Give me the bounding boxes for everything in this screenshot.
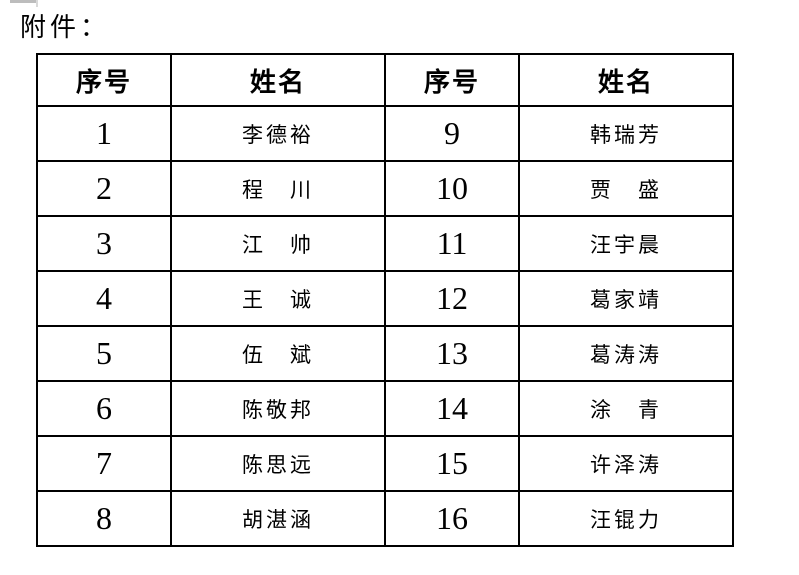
name-cell: 汪宇晨 bbox=[518, 215, 734, 272]
table-row: 1 李德裕 9 韩瑞芳 bbox=[36, 105, 734, 162]
serial-cell: 4 bbox=[36, 270, 172, 327]
attachment-label: 附件： bbox=[20, 13, 111, 42]
serial-cell: 15 bbox=[384, 435, 520, 492]
name-cell: 胡湛涵 bbox=[170, 490, 386, 547]
serial-cell: 16 bbox=[384, 490, 520, 547]
serial-cell: 3 bbox=[36, 215, 172, 272]
serial-cell: 13 bbox=[384, 325, 520, 382]
serial-cell: 14 bbox=[384, 380, 520, 437]
table-row: 7 陈思远 15 许泽涛 bbox=[36, 435, 734, 492]
header-row: 序号 姓名 序号 姓名 bbox=[36, 53, 734, 107]
name-cell: 江 帅 bbox=[170, 215, 386, 272]
table-row: 3 江 帅 11 汪宇晨 bbox=[36, 215, 734, 272]
serial-cell: 8 bbox=[36, 490, 172, 547]
roster-table: 序号 姓名 序号 姓名 1 李德裕 9 韩瑞芳 2 程 川 10 贾 盛 3 江… bbox=[36, 53, 734, 547]
name-cell: 许泽涛 bbox=[518, 435, 734, 492]
name-cell: 伍 斌 bbox=[170, 325, 386, 382]
serial-cell: 12 bbox=[384, 270, 520, 327]
name-cell: 贾 盛 bbox=[518, 160, 734, 217]
name-cell: 汪锟力 bbox=[518, 490, 734, 547]
serial-cell: 10 bbox=[384, 160, 520, 217]
serial-cell: 7 bbox=[36, 435, 172, 492]
header-serial-right: 序号 bbox=[384, 53, 520, 107]
header-name-left: 姓名 bbox=[170, 53, 386, 107]
serial-cell: 5 bbox=[36, 325, 172, 382]
roster-header: 序号 姓名 序号 姓名 bbox=[36, 53, 734, 107]
name-cell: 陈敬邦 bbox=[170, 380, 386, 437]
name-cell: 葛家靖 bbox=[518, 270, 734, 327]
name-cell: 程 川 bbox=[170, 160, 386, 217]
table-row: 6 陈敬邦 14 涂 青 bbox=[36, 380, 734, 437]
serial-cell: 11 bbox=[384, 215, 520, 272]
table-row: 5 伍 斌 13 葛涛涛 bbox=[36, 325, 734, 382]
roster-body: 1 李德裕 9 韩瑞芳 2 程 川 10 贾 盛 3 江 帅 11 汪宇晨 4 … bbox=[36, 105, 734, 547]
header-name-right: 姓名 bbox=[518, 53, 734, 107]
header-serial-left: 序号 bbox=[36, 53, 172, 107]
name-cell: 陈思远 bbox=[170, 435, 386, 492]
name-cell: 李德裕 bbox=[170, 105, 386, 162]
table-row: 2 程 川 10 贾 盛 bbox=[36, 160, 734, 217]
serial-cell: 1 bbox=[36, 105, 172, 162]
table-row: 8 胡湛涵 16 汪锟力 bbox=[36, 490, 734, 547]
table-row: 4 王 诚 12 葛家靖 bbox=[36, 270, 734, 327]
name-cell: 王 诚 bbox=[170, 270, 386, 327]
screen-artifact-tick bbox=[36, 0, 38, 7]
name-cell: 韩瑞芳 bbox=[518, 105, 734, 162]
screen-artifact-bar bbox=[10, 0, 37, 3]
name-cell: 涂 青 bbox=[518, 380, 734, 437]
serial-cell: 2 bbox=[36, 160, 172, 217]
serial-cell: 6 bbox=[36, 380, 172, 437]
serial-cell: 9 bbox=[384, 105, 520, 162]
name-cell: 葛涛涛 bbox=[518, 325, 734, 382]
